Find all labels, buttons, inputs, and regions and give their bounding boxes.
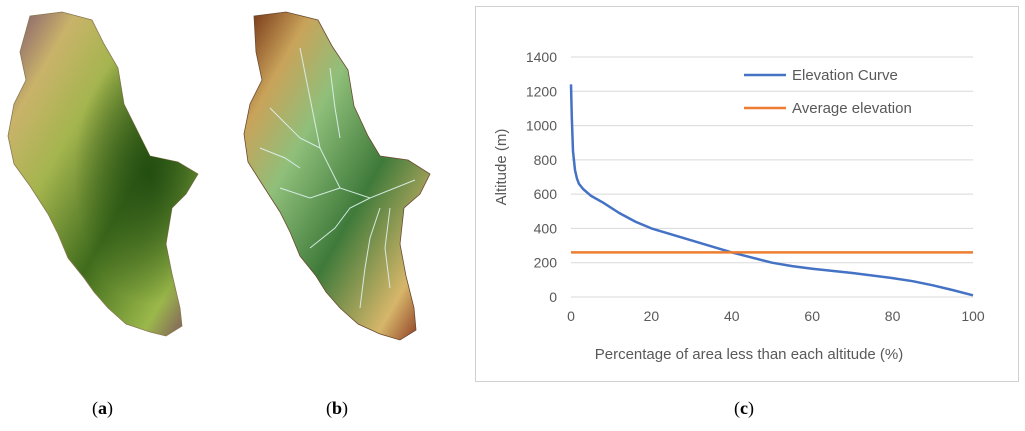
y-tick-label: 800	[534, 152, 558, 168]
y-axis-label: Altitude (m)	[493, 129, 510, 206]
y-tick-label: 600	[534, 186, 558, 202]
y-tick-label: 400	[534, 220, 558, 236]
caption-c-open: (	[734, 398, 740, 418]
axes: 0 200 400 600 800 1000 1200 1400 0 20 40 60 80 100	[526, 49, 985, 324]
x-tick-label: 40	[724, 308, 740, 324]
series-layer	[569, 84, 974, 297]
legend: Elevation Curve Average elevation	[744, 67, 912, 117]
caption-a-letter: a	[98, 398, 107, 418]
x-axis-label: Percentage of area less than each altitu…	[595, 346, 904, 363]
chart-frame: 0 200 400 600 800 1000 1200 1400 0 20 40 60 80 100 El…	[475, 6, 1019, 382]
x-tick-label: 60	[804, 308, 820, 324]
caption-c: (c)	[734, 398, 754, 419]
grid-lines	[571, 56, 973, 298]
caption-b-close: )	[342, 398, 349, 418]
x-tick-label: 100	[961, 308, 985, 324]
caption-b-open: (	[326, 398, 332, 418]
x-tick-label: 80	[885, 308, 901, 324]
drainage-map-b-image	[243, 11, 431, 341]
caption-b-letter: b	[332, 398, 343, 418]
legend-label: Elevation Curve	[792, 67, 898, 84]
y-tick-label: 1200	[526, 83, 557, 99]
caption-c-letter: c	[740, 398, 748, 418]
drainage-map-b	[240, 8, 440, 348]
elevation-chart: 0 200 400 600 800 1000 1200 1400 0 20 40 60 80 100 El…	[493, 49, 985, 363]
elevation-map-a	[0, 8, 205, 348]
caption-a-open: (	[92, 398, 98, 418]
y-tick-label: 200	[534, 255, 558, 271]
x-tick-label: 0	[567, 308, 575, 324]
elevation-map-a-image	[7, 11, 199, 337]
series-line-elevation-curve	[569, 84, 974, 297]
x-tick-label: 20	[644, 308, 660, 324]
caption-a-close: )	[107, 398, 113, 418]
y-tick-label: 1400	[526, 49, 557, 65]
caption-c-close: )	[748, 398, 754, 418]
y-tick-label: 1000	[526, 118, 557, 134]
caption-b: (b)	[326, 398, 348, 419]
caption-a: (a)	[92, 398, 113, 419]
legend-label: Average elevation	[792, 100, 912, 117]
y-tick-label: 0	[549, 289, 557, 305]
